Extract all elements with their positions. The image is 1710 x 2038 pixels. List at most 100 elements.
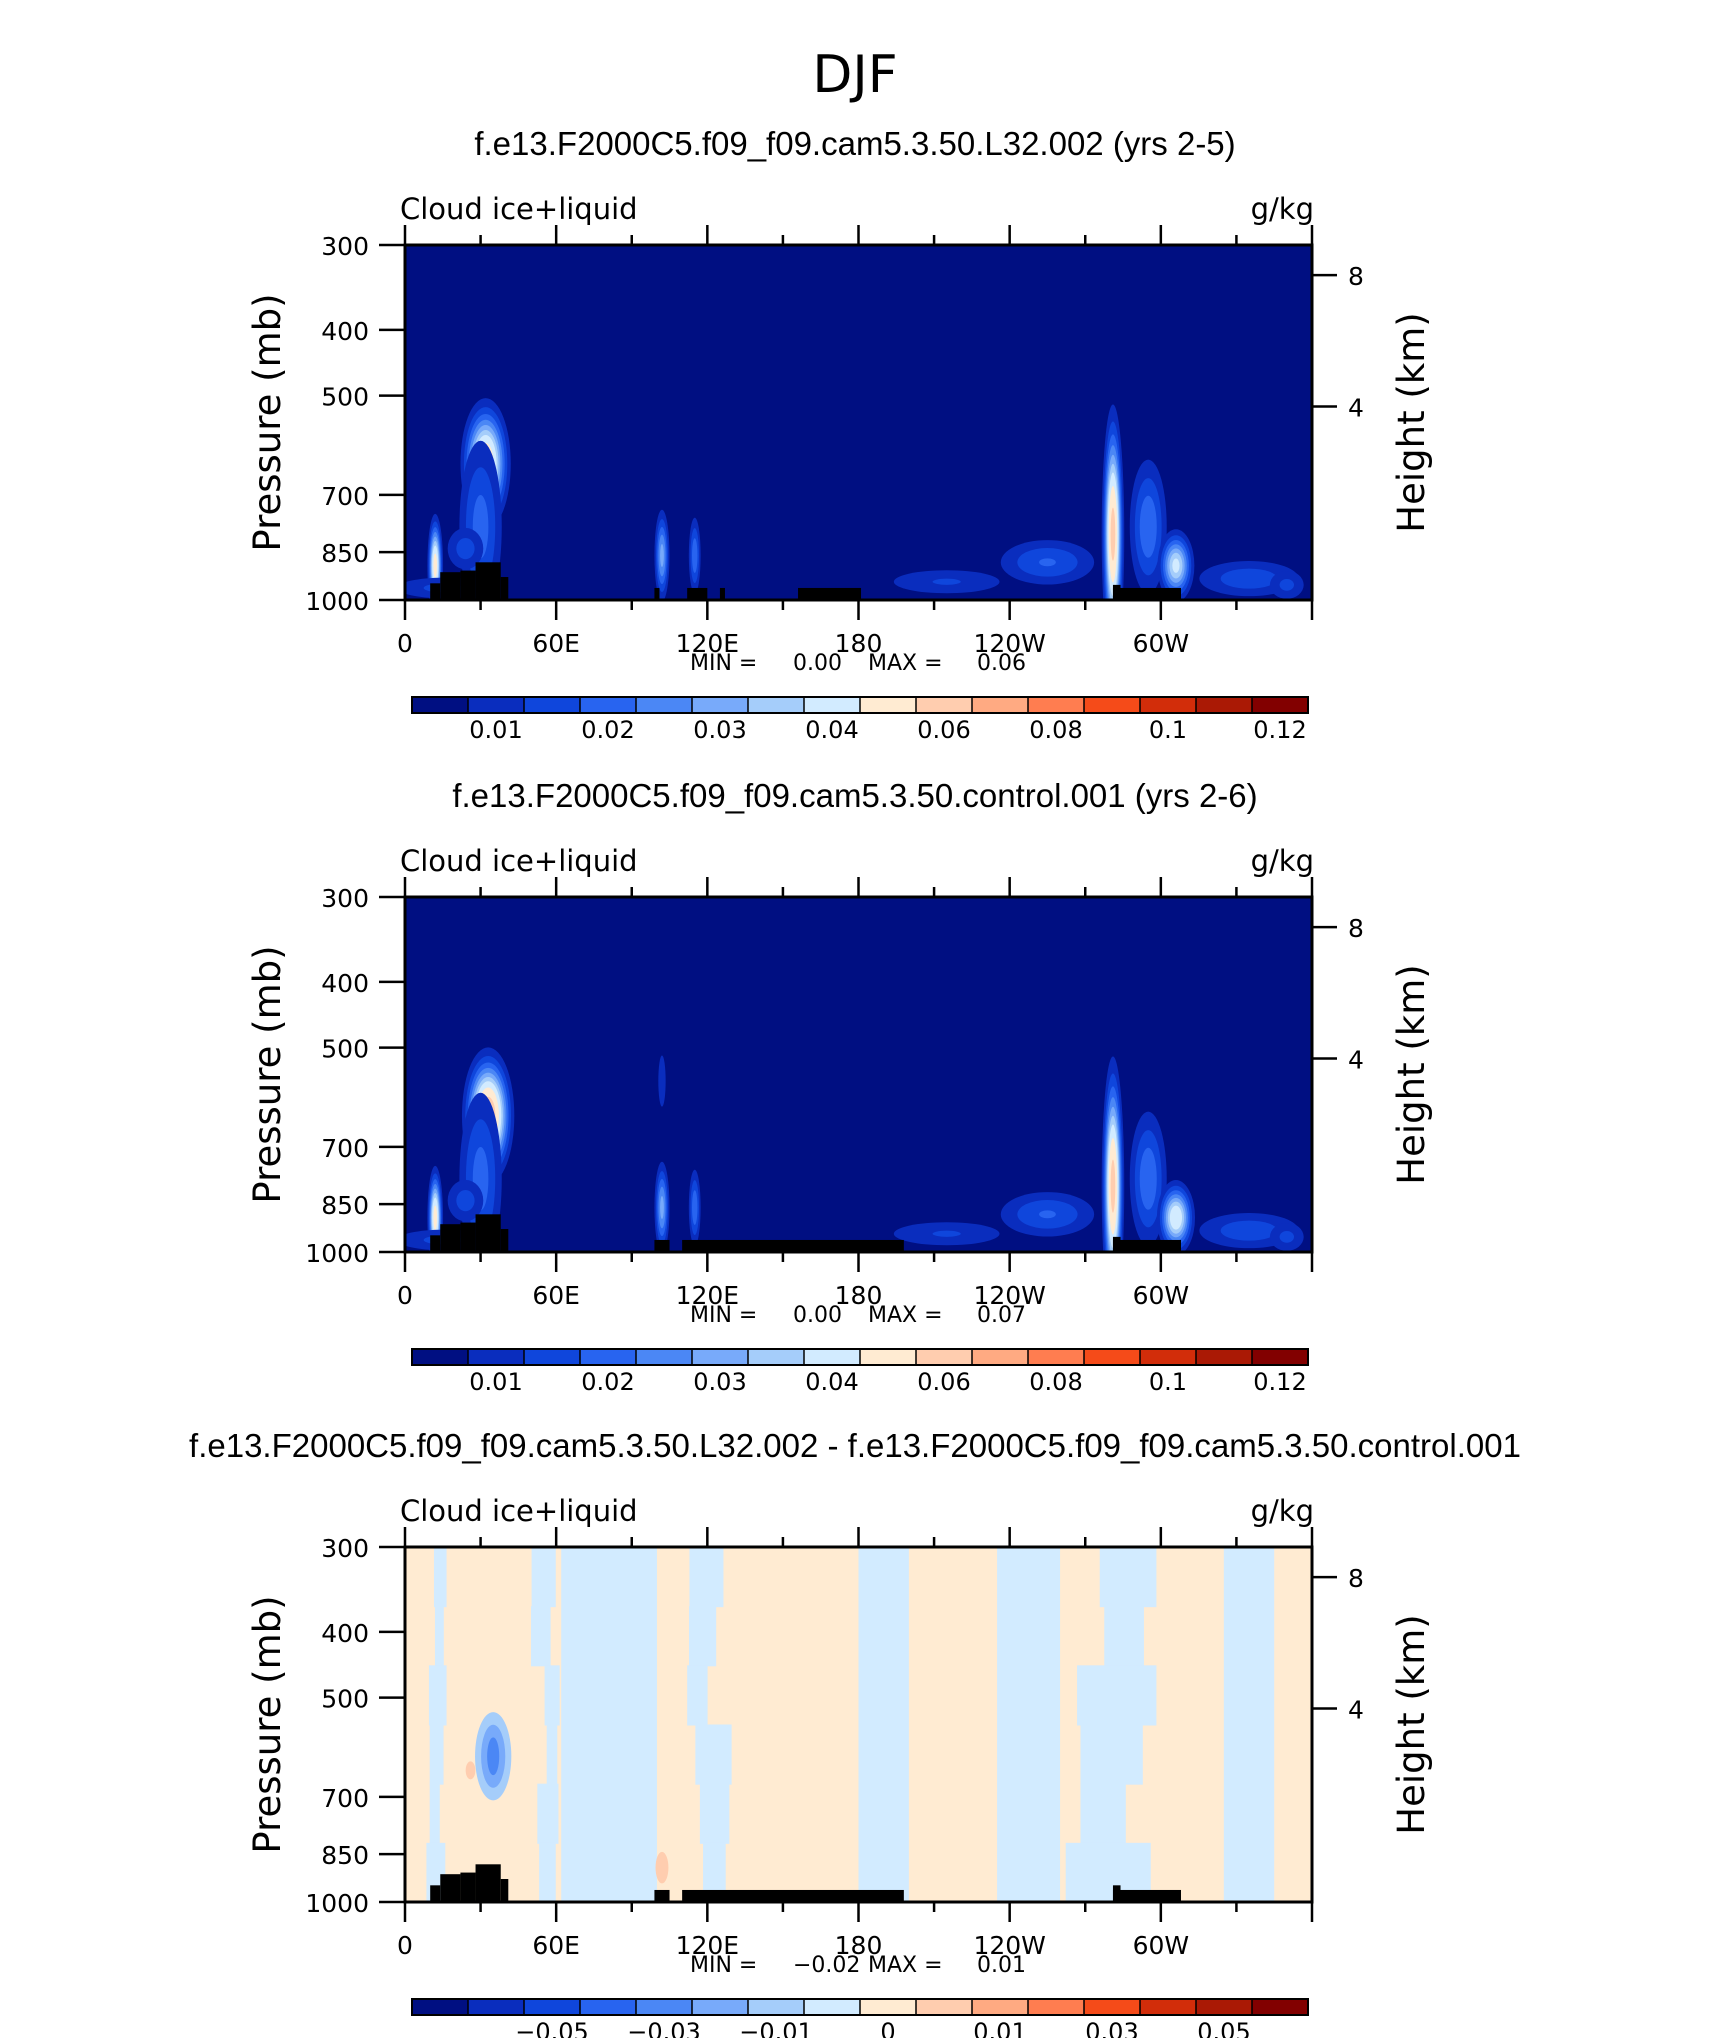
colorbar-swatch (524, 697, 581, 713)
colorbar-swatch (692, 1999, 749, 2015)
colorbar-swatch (524, 1349, 581, 1365)
terrain-block (682, 1239, 904, 1252)
colorbar-label: 0.01 (973, 2018, 1026, 2038)
cloud-contour (1139, 1147, 1157, 1210)
x-tick-label: 120E (676, 629, 740, 658)
terrain-block (440, 1224, 461, 1252)
colorbar-swatch (636, 697, 693, 713)
colorbar-swatch (1140, 1349, 1197, 1365)
x-tick-label: 60E (532, 1281, 580, 1310)
y-right-tick-label: 4 (1348, 1696, 1364, 1725)
colorbar-swatch (580, 1349, 637, 1365)
cloud-contour (433, 553, 438, 578)
colorbar-label: 0.03 (1085, 2018, 1138, 2038)
colorbar-swatch (972, 697, 1029, 713)
y-tick-label: 400 (321, 1619, 369, 1648)
colorbar-label: 0.01 (469, 1368, 522, 1396)
cloud-contour (660, 1196, 664, 1220)
figure-title: DJF (812, 45, 897, 105)
colorbar-swatch (1084, 1999, 1141, 2015)
min-label: MIN = (690, 1303, 757, 1328)
colorbar-label: 0.03 (693, 1368, 746, 1396)
units-label: g/kg (1251, 1494, 1314, 1528)
diff-band-negative (531, 1547, 556, 1608)
x-tick-label: 60W (1133, 629, 1190, 658)
colorbar: −0.05 −0.03 −0.01 0 0.01 0.03 0.05 (411, 1998, 1309, 2038)
x-tick-label: 60W (1133, 1281, 1190, 1310)
colorbar-swatch (1196, 1349, 1253, 1365)
y-right-tick-label: 8 (1348, 914, 1364, 943)
diff-band-negative (530, 1606, 551, 1667)
diff-band-negative (695, 1724, 732, 1785)
colorbar-label: 0 (880, 2018, 895, 2038)
colorbar-swatch (1084, 1349, 1141, 1365)
y-axis-label: Pressure (mb) (246, 293, 289, 551)
colorbar-label: −0.05 (515, 2018, 589, 2038)
terrain-block (682, 1889, 904, 1902)
panel-title: f.e13.F2000C5.f09_f09.cam5.3.50.L32.002 … (189, 1427, 1521, 1464)
colorbar-label: 0.01 (469, 716, 522, 744)
colorbar-label: −0.03 (627, 2018, 701, 2038)
diff-band-negative (689, 1547, 724, 1608)
cloud-contour (660, 544, 664, 568)
colorbar-frame (411, 1998, 1309, 2016)
terrain-block (430, 1235, 441, 1252)
colorbar-label: 0.02 (581, 1368, 634, 1396)
y-tick-label: 400 (321, 317, 369, 346)
colorbar-swatch (804, 1999, 861, 2015)
x-tick-label: 0 (397, 629, 413, 658)
diff-band-negative (428, 1665, 447, 1726)
min-value: 0.00 (793, 1303, 842, 1328)
diff-band-negative (429, 1783, 440, 1844)
y-tick-label: 700 (321, 1134, 369, 1163)
min-value: 0.00 (793, 651, 842, 676)
variable-label: Cloud ice+liquid (400, 844, 638, 878)
colorbar-swatch (860, 1349, 917, 1365)
cloud-contour (433, 1205, 438, 1230)
colorbar-label: −0.01 (739, 2018, 813, 2038)
terrain-block (475, 562, 501, 600)
colorbar-swatch (1028, 1999, 1085, 2015)
terrain-block (1112, 587, 1181, 600)
y-axis-label: Pressure (mb) (246, 1595, 289, 1853)
field-layer (405, 897, 1312, 1252)
cloud-contour (456, 1189, 475, 1212)
colorbar-swatch (1252, 1999, 1309, 2015)
y-tick-label: 1000 (305, 587, 369, 616)
colorbar-label: 0.04 (805, 716, 858, 744)
min-label: MIN = (690, 651, 757, 676)
cloud-contour (1039, 1210, 1056, 1219)
colorbar-swatch (1140, 1999, 1197, 2015)
terrain-block (500, 1879, 509, 1902)
cloud-contour (456, 537, 475, 560)
colorbar-frame (411, 696, 1309, 714)
colorbar-swatch (1252, 1349, 1309, 1365)
colorbar-swatch (916, 1999, 973, 2015)
x-tick-label: 180 (835, 629, 883, 658)
terrain-block (475, 1214, 501, 1252)
colorbar-swatch (748, 1999, 805, 2015)
colorbar-swatch (524, 1999, 581, 2015)
y-tick-label: 700 (321, 482, 369, 511)
y-tick-label: 500 (321, 1035, 369, 1064)
colorbar-swatch (916, 697, 973, 713)
cloud-contour (932, 578, 961, 585)
cloud-contour (1169, 1205, 1183, 1230)
terrain-block (1112, 1889, 1181, 1902)
terrain-block (460, 570, 476, 600)
colorbar: 0.01 0.02 0.03 0.04 0.06 0.08 0.1 0.12 (411, 696, 1309, 744)
colorbar-label: 0.05 (1197, 2018, 1250, 2038)
y-tick-label: 1000 (305, 1239, 369, 1268)
colorbar-swatch (972, 1999, 1029, 2015)
x-tick-label: 60W (1133, 1931, 1190, 1960)
y-tick-label: 850 (321, 1841, 369, 1870)
x-tick-label: 180 (835, 1281, 883, 1310)
diff-band-negative (1104, 1606, 1144, 1667)
terrain-block (798, 587, 862, 600)
diff-band-negative (1080, 1783, 1126, 1844)
y-right-tick-label: 4 (1348, 394, 1364, 423)
colorbar-swatch (1084, 697, 1141, 713)
colorbar-label: 0.02 (581, 716, 634, 744)
y-tick-label: 850 (321, 1191, 369, 1220)
cloud-contour (1110, 1159, 1116, 1213)
